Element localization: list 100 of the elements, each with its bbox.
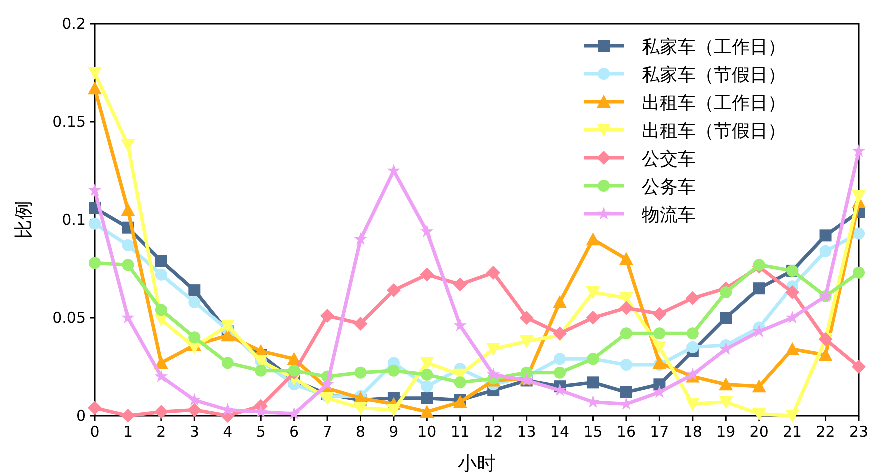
x-tick-label: 15 — [584, 423, 603, 441]
point — [786, 342, 800, 356]
point — [386, 284, 401, 298]
y-tick-label: 0.1 — [62, 211, 86, 229]
point — [420, 224, 434, 238]
point — [121, 203, 136, 216]
point — [288, 407, 301, 420]
point — [89, 218, 101, 230]
point — [853, 228, 865, 240]
point — [554, 353, 566, 366]
point — [122, 311, 135, 324]
x-tick-label: 11 — [450, 423, 470, 441]
x-tick-label: 18 — [683, 423, 702, 441]
legend-label: 出租车（节假日） — [642, 121, 786, 142]
point — [420, 405, 434, 418]
x-tick-label: 23 — [849, 423, 869, 441]
point — [386, 404, 401, 418]
point — [820, 245, 832, 258]
point — [421, 392, 434, 404]
y-axis-title: 比例 — [13, 201, 35, 239]
point — [88, 184, 102, 196]
point — [122, 259, 134, 272]
point — [686, 341, 699, 354]
x-tick-label: 20 — [750, 423, 769, 441]
point — [720, 312, 732, 324]
x-tick-label: 16 — [616, 423, 636, 441]
point — [454, 318, 468, 332]
point — [818, 348, 833, 362]
x-tick-label: 21 — [783, 423, 802, 441]
x-tick-label: 5 — [256, 423, 266, 441]
point — [88, 67, 102, 80]
point — [388, 364, 400, 377]
point — [620, 359, 632, 372]
x-tick-label: 12 — [484, 423, 504, 441]
point — [520, 311, 534, 325]
point — [88, 82, 102, 95]
point — [686, 398, 700, 412]
point — [652, 307, 667, 322]
point — [188, 332, 201, 344]
point — [852, 144, 866, 158]
point — [753, 282, 766, 295]
x-tick-label: 17 — [650, 423, 670, 441]
point — [719, 396, 734, 410]
point — [520, 336, 534, 349]
point — [421, 380, 434, 393]
point — [154, 370, 168, 382]
point — [155, 304, 168, 316]
x-tick-label: 2 — [156, 423, 166, 441]
point — [553, 326, 568, 341]
point — [88, 401, 102, 416]
point — [786, 311, 800, 324]
point — [653, 385, 666, 398]
point — [121, 409, 136, 423]
x-tick-label: 6 — [290, 423, 300, 441]
point — [188, 403, 202, 418]
point — [553, 295, 568, 308]
point — [652, 356, 667, 370]
point — [486, 368, 500, 381]
y-tick-label: 0.05 — [52, 309, 86, 327]
point — [786, 410, 800, 423]
point — [421, 368, 434, 381]
x-tick-label: 9 — [389, 423, 399, 441]
x-tick-label: 1 — [123, 423, 133, 441]
legend-label: 私家车（工作日） — [642, 37, 786, 58]
point — [420, 357, 434, 370]
y-tick-label: 0.2 — [62, 15, 86, 33]
point — [620, 328, 632, 340]
point — [520, 366, 533, 379]
point — [652, 341, 667, 354]
point — [753, 259, 766, 272]
legend-label: 公交车 — [642, 149, 696, 170]
x-tick-label: 22 — [816, 423, 836, 441]
point — [752, 380, 766, 393]
point — [654, 328, 666, 340]
point — [254, 405, 268, 418]
x-tick-label: 0 — [90, 423, 100, 441]
x-axis-title: 小时 — [458, 453, 496, 473]
point — [255, 364, 268, 377]
point — [420, 268, 434, 282]
point — [554, 366, 566, 379]
point — [320, 309, 335, 324]
point — [786, 286, 800, 300]
x-tick-label: 10 — [418, 423, 437, 441]
x-tick-label: 4 — [223, 423, 233, 441]
point — [852, 190, 866, 204]
point — [89, 257, 101, 270]
point — [619, 252, 634, 266]
point — [188, 393, 202, 406]
x-tick-label: 19 — [716, 423, 736, 441]
point — [719, 378, 734, 391]
point — [587, 376, 600, 389]
point — [586, 232, 600, 246]
point — [853, 266, 865, 279]
point — [320, 378, 334, 390]
point — [453, 278, 468, 292]
point — [154, 405, 168, 420]
point — [222, 357, 234, 370]
point — [288, 364, 300, 377]
x-tick-label: 14 — [550, 423, 570, 441]
point — [820, 230, 832, 242]
